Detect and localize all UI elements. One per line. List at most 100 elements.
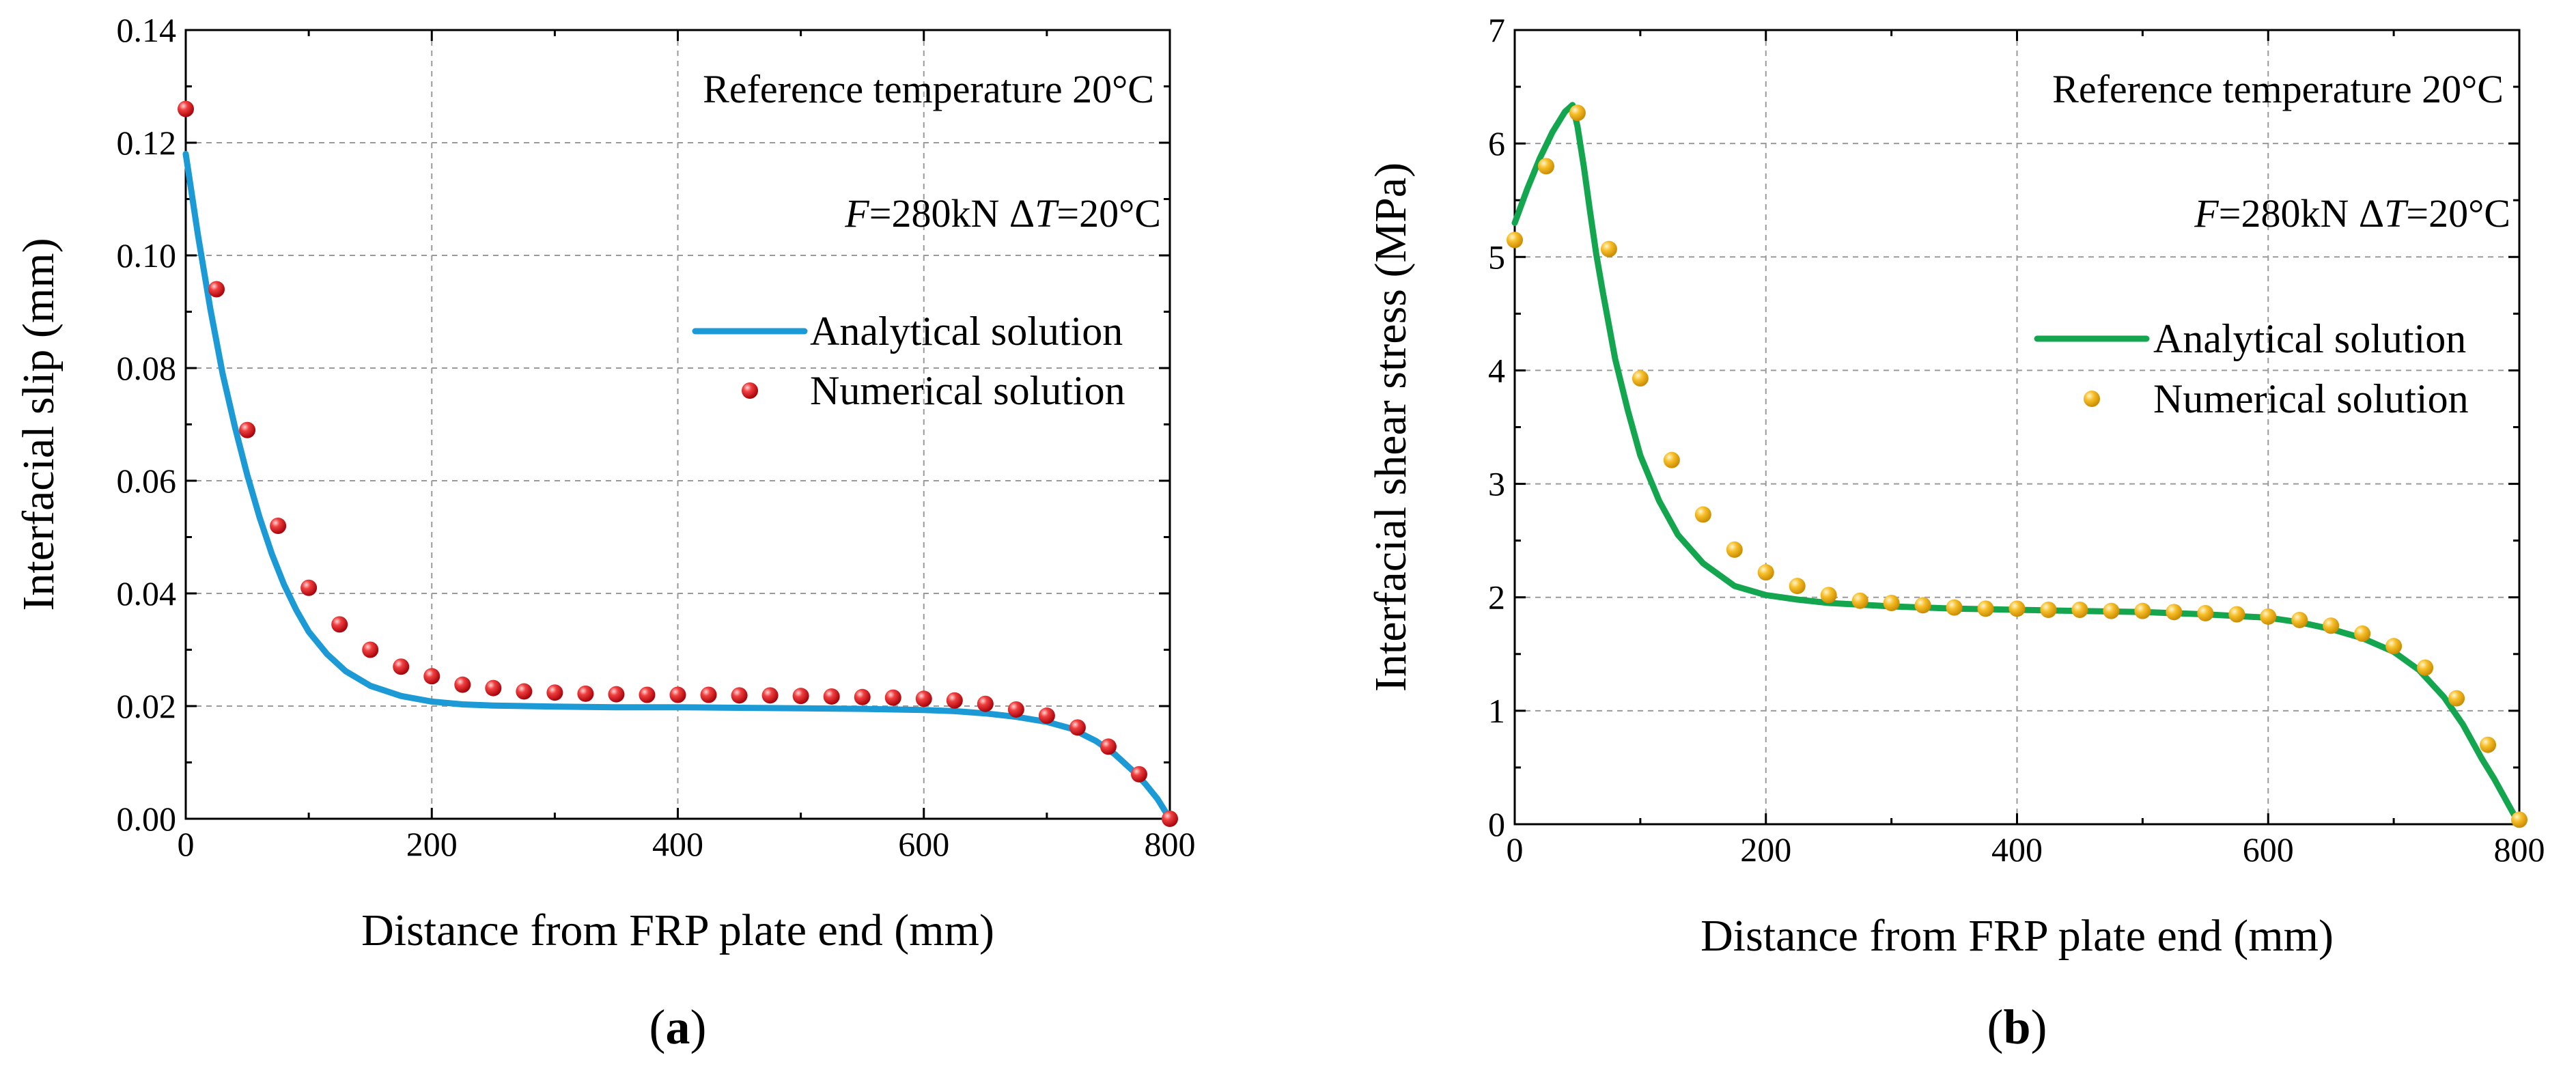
annotation-force-value: =280kN Δ bbox=[2219, 191, 2384, 236]
x-tick-label: 0 bbox=[178, 825, 195, 863]
y-tick-label: 0.02 bbox=[117, 687, 177, 725]
annotation-reference-temperature: Reference temperature 20°C bbox=[2052, 67, 2504, 111]
annotation-force-symbol: F bbox=[844, 191, 869, 236]
x-tick-label: 200 bbox=[406, 825, 458, 863]
y-tick-label: 7 bbox=[1488, 11, 1505, 49]
panel-label-letter: a bbox=[666, 1000, 690, 1054]
data-point-numerical bbox=[2071, 601, 2088, 618]
x-tick-label: 600 bbox=[898, 825, 949, 863]
data-point-numerical bbox=[1569, 104, 1586, 122]
data-point-numerical bbox=[546, 684, 563, 701]
data-point-numerical bbox=[639, 686, 656, 703]
data-point-numerical bbox=[362, 641, 379, 658]
data-point-numerical bbox=[669, 686, 686, 703]
data-point-numerical bbox=[2103, 602, 2120, 619]
data-point-numerical bbox=[1069, 719, 1086, 736]
y-tick-label: 0.08 bbox=[117, 349, 177, 387]
data-point-numerical bbox=[1726, 541, 1743, 558]
series-line-analytical bbox=[1511, 102, 2523, 828]
y-tick-label: 0.10 bbox=[117, 236, 177, 275]
data-point-numerical bbox=[2448, 690, 2465, 707]
y-tick-label: 0.14 bbox=[117, 11, 177, 49]
x-tick-label: 400 bbox=[1991, 830, 2043, 869]
panel-label: (a) bbox=[649, 1000, 707, 1054]
data-point-numerical bbox=[1600, 240, 1617, 257]
y-tick-label: 0 bbox=[1488, 805, 1505, 843]
data-point-numerical bbox=[1632, 370, 1649, 387]
data-point-numerical bbox=[1694, 506, 1711, 523]
x-tick-label: 400 bbox=[652, 825, 703, 863]
data-point-numerical bbox=[331, 616, 348, 633]
data-point-numerical bbox=[854, 688, 871, 705]
data-point-numerical bbox=[1162, 811, 1178, 827]
data-point-numerical bbox=[2291, 611, 2308, 628]
chart-panel-a: 0 200 400 600 800 0.00 0.02 0.04 0.06 0.08 0.10 0.1… bbox=[14, 11, 1196, 1054]
y-tick-label: 0.12 bbox=[117, 124, 177, 162]
data-point-numerical bbox=[577, 685, 594, 702]
y-axis-label: Interfacial slip (mm) bbox=[14, 238, 64, 610]
annotation-force-symbol: F bbox=[2194, 191, 2219, 236]
data-point-numerical bbox=[485, 679, 502, 697]
data-point-numerical bbox=[823, 688, 840, 705]
data-point-numerical bbox=[2260, 608, 2277, 625]
data-point-numerical bbox=[2354, 625, 2371, 642]
x-tick-label: 800 bbox=[1145, 825, 1196, 863]
legend-label-analytical: Analytical solution bbox=[810, 309, 1123, 354]
data-point-numerical bbox=[731, 687, 748, 704]
data-point-numerical bbox=[915, 690, 932, 707]
data-point-numerical bbox=[2008, 600, 2026, 617]
data-point-numerical bbox=[300, 579, 318, 596]
data-point-numerical bbox=[2197, 604, 2214, 621]
data-point-numerical bbox=[1038, 707, 1055, 725]
x-axis-label: Distance from FRP plate end (mm) bbox=[361, 905, 994, 955]
y-tick-label: 0.06 bbox=[117, 462, 177, 500]
data-point-numerical bbox=[1946, 599, 1963, 616]
data-point-numerical bbox=[1130, 765, 1147, 783]
x-tick-label: 0 bbox=[1507, 830, 1524, 869]
data-point-numerical bbox=[1663, 451, 1680, 468]
data-point-numerical bbox=[208, 281, 225, 298]
data-point-numerical bbox=[2323, 617, 2340, 634]
annotation-temp-value: =20°C bbox=[1056, 191, 1161, 236]
data-point-numerical bbox=[761, 687, 779, 704]
data-point-numerical bbox=[270, 518, 287, 534]
y-tick-label: 0.00 bbox=[117, 800, 177, 838]
annotation-force-value: =280kN Δ bbox=[869, 191, 1035, 236]
data-point-numerical bbox=[516, 683, 533, 700]
y-tick-label: 0.04 bbox=[117, 574, 177, 613]
panel-label-open: ( bbox=[1987, 1000, 2003, 1054]
panel-label-letter: b bbox=[2003, 1000, 2030, 1054]
annotation-load-condition: F=280kN ΔT=20°C bbox=[2194, 191, 2510, 236]
data-point-numerical bbox=[1789, 578, 1806, 595]
x-tick-label: 200 bbox=[1740, 830, 1791, 869]
legend-label-numerical: Numerical solution bbox=[2153, 376, 2469, 421]
data-point-numerical bbox=[1851, 592, 1868, 609]
data-point-numerical bbox=[2040, 601, 2057, 618]
data-point-numerical bbox=[608, 686, 625, 703]
data-point-numerical bbox=[2511, 811, 2528, 828]
panel-label-open: ( bbox=[649, 1000, 666, 1054]
data-point-numerical bbox=[884, 689, 901, 706]
data-point-numerical bbox=[1757, 564, 1774, 581]
x-tick-label: 800 bbox=[2494, 830, 2545, 869]
y-axis-label: Interfacial shear stress (MPa) bbox=[1366, 163, 1416, 692]
data-point-numerical bbox=[700, 686, 717, 703]
data-point-numerical bbox=[1007, 701, 1024, 718]
data-point-numerical bbox=[1914, 597, 1931, 614]
y-tick-label: 4 bbox=[1488, 351, 1505, 389]
data-point-numerical bbox=[792, 688, 809, 705]
data-point-numerical bbox=[1507, 231, 1523, 249]
annotation-temp-symbol: T bbox=[2384, 191, 2409, 236]
annotation-load-condition: F=280kN ΔT=20°C bbox=[844, 191, 1161, 236]
data-point-numerical bbox=[2134, 602, 2151, 619]
legend-label-numerical: Numerical solution bbox=[810, 368, 1125, 413]
y-tick-label: 2 bbox=[1488, 578, 1505, 617]
data-point-numerical bbox=[1820, 587, 1837, 604]
legend-point-swatch bbox=[742, 382, 758, 399]
legend-label-analytical: Analytical solution bbox=[2153, 316, 2466, 361]
plot-frame bbox=[1513, 29, 2521, 826]
data-point-numerical bbox=[1537, 158, 1554, 175]
data-point-numerical bbox=[946, 692, 963, 709]
data-point-numerical bbox=[239, 421, 256, 438]
